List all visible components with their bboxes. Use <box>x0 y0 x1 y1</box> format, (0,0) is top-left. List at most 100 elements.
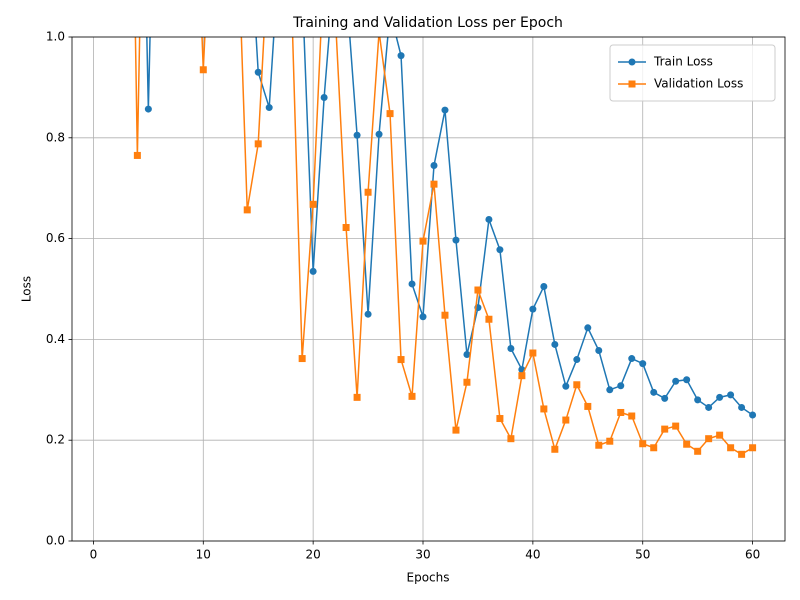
marker <box>628 80 636 88</box>
x-tick-label: 40 <box>525 548 540 562</box>
marker <box>441 106 449 114</box>
legend-label: Train Loss <box>653 55 713 69</box>
marker <box>441 311 449 319</box>
marker <box>496 415 504 423</box>
x-tick-label: 60 <box>745 548 760 562</box>
marker <box>705 435 713 443</box>
marker <box>507 344 515 352</box>
marker <box>595 346 603 354</box>
plot-area <box>133 37 757 458</box>
marker <box>584 324 592 332</box>
marker <box>144 105 152 113</box>
marker <box>353 131 361 139</box>
x-tick-label: 10 <box>196 548 211 562</box>
marker <box>683 440 691 448</box>
marker <box>661 394 669 402</box>
marker <box>254 68 262 76</box>
marker <box>540 282 548 290</box>
marker <box>342 224 350 232</box>
marker <box>650 444 658 452</box>
y-tick-label: 0.4 <box>46 332 65 346</box>
y-tick-label: 0.6 <box>46 231 65 245</box>
marker <box>573 381 581 389</box>
marker <box>617 408 625 416</box>
legend: Train Loss Validation Loss <box>609 44 776 102</box>
x-tick-label: 30 <box>415 548 430 562</box>
y-tick-label: 0.0 <box>46 534 65 548</box>
marker <box>694 447 702 455</box>
marker <box>650 388 658 396</box>
y-tick-label: 0.8 <box>46 130 65 144</box>
marker <box>694 396 702 404</box>
marker <box>386 110 394 118</box>
marker <box>353 393 361 401</box>
marker <box>309 267 317 275</box>
marker <box>463 378 471 386</box>
axes-frame <box>71 36 786 542</box>
marker <box>375 130 383 138</box>
series-line <box>146 37 754 416</box>
marker <box>485 315 493 323</box>
marker <box>628 58 636 66</box>
marker <box>705 403 713 411</box>
y-tick-label: 0.2 <box>46 433 65 447</box>
marker <box>562 416 570 424</box>
marker <box>507 435 515 443</box>
marker <box>408 280 416 288</box>
chart-title: Training and Validation Loss per Epoch <box>292 15 563 31</box>
marker <box>749 444 757 452</box>
marker <box>606 386 614 394</box>
y-axis-label: Loss <box>20 276 34 302</box>
marker <box>716 393 724 401</box>
marker <box>419 313 427 321</box>
marker <box>298 355 306 363</box>
marker <box>518 372 526 380</box>
marker <box>617 382 625 390</box>
marker <box>683 376 691 384</box>
marker <box>606 437 614 445</box>
marker <box>309 200 317 208</box>
marker <box>397 356 405 364</box>
marker <box>243 206 251 214</box>
marker <box>749 411 757 419</box>
marker <box>716 431 724 439</box>
marker <box>529 305 537 313</box>
marker <box>408 392 416 400</box>
legend-box <box>609 44 776 102</box>
marker <box>485 215 493 223</box>
marker <box>628 412 636 420</box>
marker <box>738 450 746 458</box>
marker <box>419 237 427 245</box>
marker <box>430 180 438 188</box>
marker <box>727 391 735 399</box>
marker <box>254 140 262 148</box>
marker <box>364 188 372 196</box>
marker <box>265 104 273 112</box>
marker <box>133 151 141 159</box>
marker <box>551 340 559 348</box>
x-axis-label: Epochs <box>407 571 450 585</box>
marker <box>474 286 482 294</box>
marker <box>595 441 603 449</box>
marker <box>397 52 405 60</box>
marker <box>529 349 537 357</box>
marker <box>463 351 471 359</box>
legend-label: Validation Loss <box>654 77 743 91</box>
x-tick-label: 20 <box>306 548 321 562</box>
marker <box>320 93 328 101</box>
x-tick-label: 50 <box>635 548 650 562</box>
marker <box>199 66 207 74</box>
marker <box>452 236 460 244</box>
marker <box>628 355 636 363</box>
marker <box>430 162 438 170</box>
marker <box>452 426 460 434</box>
marker <box>562 382 570 390</box>
marker <box>727 444 735 452</box>
marker <box>738 403 746 411</box>
marker <box>639 360 647 368</box>
marker <box>540 405 548 413</box>
marker <box>639 440 647 448</box>
marker <box>672 377 680 385</box>
marker <box>551 445 559 453</box>
x-tick-label: 0 <box>90 548 98 562</box>
